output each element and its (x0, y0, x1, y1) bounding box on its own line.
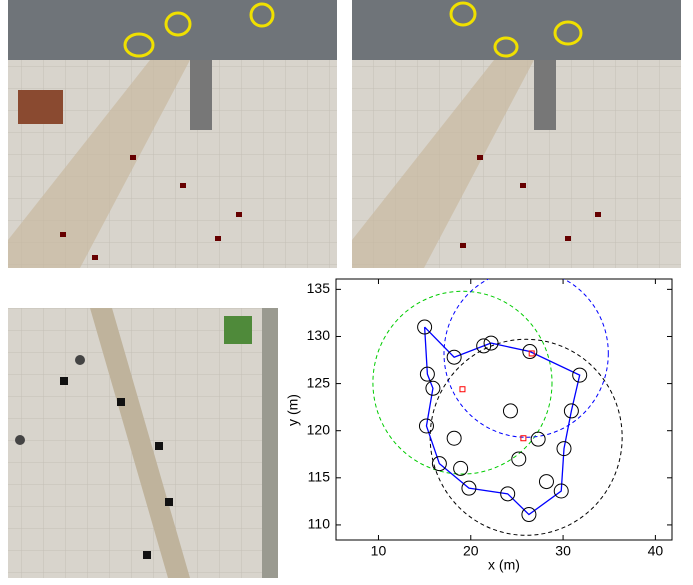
y-tick-label: 130 (307, 327, 331, 343)
x-tick-label: 10 (371, 543, 387, 559)
figure: x (m) y (m) 10 20 30 40 110 115 120 125 130 135 (0, 0, 693, 580)
y-tick-label: 120 (307, 421, 331, 437)
y-tick-label: 110 (308, 516, 331, 532)
y-tick-label: 115 (308, 469, 331, 485)
render-top-left (8, 0, 337, 268)
render-top-right (352, 0, 681, 268)
x-tick-label: 40 (648, 543, 664, 559)
x-axis-label: x (m) (488, 557, 520, 573)
x-tick-label: 20 (463, 543, 479, 559)
y-axis-label: y (m) (285, 394, 301, 426)
y-tick-label: 135 (307, 280, 331, 296)
y-tick-label: 125 (307, 374, 331, 390)
render-bottom-left (8, 308, 278, 578)
x-tick-label: 30 (555, 543, 571, 559)
plot: x (m) y (m) 10 20 30 40 110 115 120 125 130 135 (285, 270, 672, 573)
